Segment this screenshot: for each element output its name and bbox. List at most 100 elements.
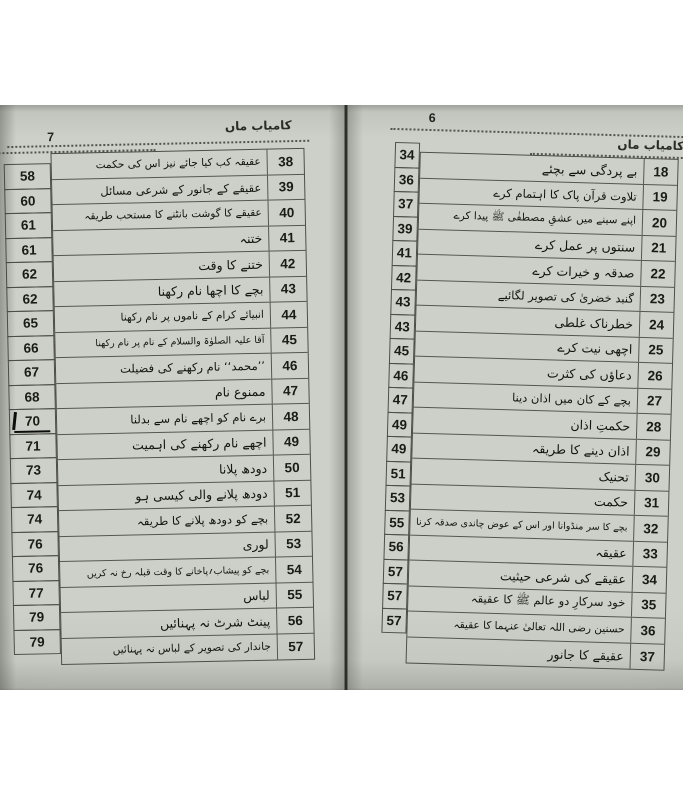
page-number-cell: 39 bbox=[392, 215, 418, 242]
page-number-cell: 74 bbox=[10, 481, 58, 509]
toc-entry-title: آقا علیہ الصلوٰۃ والسلام کے نام پر نام ر… bbox=[95, 334, 265, 350]
page-number-cell: 62 bbox=[5, 261, 54, 288]
toc-entry-title: بچے کو پیشاب؍پاخانے کا وقت قبلہ رخ نہ کر… bbox=[86, 564, 270, 580]
toc-entry-number: 35 bbox=[630, 592, 666, 618]
toc-entry-number: 51 bbox=[273, 480, 311, 506]
page-number-cell: 43 bbox=[390, 288, 416, 316]
toc-entry-title: بچے کا اچھا نام رکھنا bbox=[157, 281, 264, 300]
toc-entry-title: ختنہ bbox=[239, 231, 263, 247]
book-page-left: کامیاب ماں 7 58 60 61 61 62 62 65 66 67 68 70 71 73 7… bbox=[0, 105, 340, 690]
toc-entry-number: 22 bbox=[640, 260, 675, 287]
toc-entry-title: عقیقے کا گوشت بانٹنے کا مستحب طریقہ bbox=[84, 207, 262, 223]
page-number-cell: 46 bbox=[388, 362, 414, 389]
running-header-title: کامیاب ماں bbox=[617, 137, 683, 154]
toc-entry-title: برے نام کو اچھے نام سے بدلنا bbox=[130, 409, 267, 427]
toc-entry-title: ’’محمد‘‘ نام رکھنے کی فضیلت bbox=[119, 358, 266, 377]
toc-entry-number: 25 bbox=[638, 337, 673, 363]
toc-entry-number: 57 bbox=[276, 633, 315, 660]
toc-table-right: 34 36 37 39 41 42 43 43 45 46 47 49 49 51 53 55 56 57 57 57… bbox=[381, 141, 679, 671]
page-number-cell: 49 bbox=[386, 435, 412, 463]
toc-entry-number: 50 bbox=[272, 454, 311, 481]
page-number-cell: 71 bbox=[9, 432, 57, 460]
toc-entry-number: 45 bbox=[270, 327, 308, 353]
toc-entry-number: 19 bbox=[642, 184, 678, 210]
toc-entry-number: 29 bbox=[635, 439, 670, 465]
toc-entry-number: 38 bbox=[266, 148, 304, 175]
page-number-cell: 56 bbox=[383, 533, 409, 561]
page-number-cell: 76 bbox=[11, 555, 60, 582]
page-number-cell: 58 bbox=[3, 163, 52, 190]
toc-row: جاندار کی تصویر کے لباس نہ پہنائیں 57 bbox=[62, 633, 315, 664]
toc-entry-number: 37 bbox=[629, 643, 665, 670]
page-number-cell: 79 bbox=[13, 628, 61, 656]
left-page-content: کامیاب ماں 7 58 60 61 61 62 62 65 66 67 68 70 71 73 7… bbox=[0, 105, 347, 690]
page-number-cell: 55 bbox=[384, 509, 410, 536]
toc-entry-number: 21 bbox=[640, 235, 676, 261]
toc-entry-title: عقیقے کا جانور bbox=[547, 646, 625, 664]
toc-entry-number: 42 bbox=[268, 250, 307, 277]
page-number-cell: 76 bbox=[11, 530, 59, 558]
page-number-cell: 42 bbox=[390, 264, 417, 291]
page-number-cell: 34 bbox=[394, 141, 420, 169]
book-page-right: 6 کامیاب ماں 34 36 37 39 41 42 43 43 45 46 47 49 49 5… bbox=[345, 105, 683, 690]
page-number-cell: 57 bbox=[381, 607, 407, 634]
page-number-cell: 73 bbox=[9, 457, 58, 484]
toc-entry-title: جاندار کی تصویر کے لباس نہ پہنائیں bbox=[112, 640, 271, 657]
page-number-cell: 53 bbox=[384, 484, 411, 512]
toc-entry-number: 56 bbox=[276, 607, 314, 634]
toc-entry-title: عقیقے کے جانور کے شرعی مسائل bbox=[100, 180, 262, 198]
page-number-folio: 7 bbox=[46, 130, 55, 145]
page-number-cell: 79 bbox=[12, 604, 61, 631]
page-number-cell: 57 bbox=[382, 558, 409, 585]
page-number-cell: 60 bbox=[4, 187, 52, 215]
page-number-cell: 45 bbox=[388, 337, 415, 365]
page-number-cell: 36 bbox=[393, 166, 420, 193]
toc-entry-number: 34 bbox=[631, 566, 667, 593]
toc-entry-title: دودھ پلانے والی کیسی ہو bbox=[135, 485, 268, 504]
toc-entry-title: ختنے کا وقت bbox=[198, 256, 263, 273]
toc-entry-number: 24 bbox=[638, 311, 674, 338]
page-number-cell: 61 bbox=[5, 236, 53, 264]
book-gutter bbox=[329, 105, 363, 690]
toc-entry-number: 46 bbox=[270, 352, 309, 379]
header-rule bbox=[390, 127, 683, 139]
page-number-cell: 77 bbox=[12, 579, 60, 607]
page-number-cell: 74 bbox=[10, 506, 59, 533]
toc-entry-number: 33 bbox=[632, 541, 668, 567]
entries-column: عقیقہ کب کیا جائے نیز اس کی حکمت 38 عقیقے … bbox=[50, 147, 316, 666]
page-number-cell: 66 bbox=[7, 334, 55, 362]
page-number-folio: 6 bbox=[428, 110, 436, 126]
toc-entry-number: 41 bbox=[268, 225, 306, 251]
toc-entry-number: 18 bbox=[643, 158, 678, 185]
page-number-cell: 70 bbox=[8, 408, 57, 435]
toc-entry-number: 36 bbox=[630, 617, 665, 644]
page-number-cell: 41 bbox=[391, 239, 417, 267]
page-number-cell: 43 bbox=[389, 313, 415, 340]
toc-entry-number: 31 bbox=[633, 490, 669, 516]
toc-entry-title: دودھ پلانا bbox=[218, 460, 268, 477]
page-number-cell: 61 bbox=[4, 212, 53, 239]
page-number-cell: 62 bbox=[6, 285, 54, 313]
toc-entry-number: 28 bbox=[635, 413, 671, 440]
page-number-cell: 49 bbox=[386, 411, 413, 438]
toc-entry-number: 47 bbox=[271, 378, 309, 404]
toc-entry-number: 39 bbox=[266, 174, 305, 200]
toc-entry-number: 48 bbox=[271, 403, 310, 430]
toc-entry-number: 52 bbox=[273, 505, 312, 532]
toc-entry-number: 40 bbox=[267, 199, 306, 226]
page-number-cell: 47 bbox=[387, 386, 413, 414]
toc-entry-number: 20 bbox=[641, 209, 677, 236]
running-header-title: کامیاب ماں bbox=[224, 118, 292, 134]
page-number-cell: 65 bbox=[6, 310, 55, 337]
toc-entry-number: 43 bbox=[269, 276, 307, 302]
toc-entry-number: 53 bbox=[274, 531, 312, 557]
toc-entry-number: 49 bbox=[272, 429, 310, 455]
toc-entry-number: 26 bbox=[637, 362, 673, 389]
toc-entry-number: 30 bbox=[634, 464, 670, 491]
toc-entry-number: 44 bbox=[269, 301, 308, 328]
toc-entry-number: 54 bbox=[274, 556, 313, 583]
entries-column: بے پردگی سے بچئے 18 تلاوت قرآن پاک کا اہتم… bbox=[405, 151, 679, 671]
toc-entry-title: ممنوع نام bbox=[214, 383, 266, 401]
toc-entry-title: پینٹ شرٹ نہ پہنائیں bbox=[159, 613, 271, 631]
toc-entry-title: لباس bbox=[242, 587, 270, 604]
